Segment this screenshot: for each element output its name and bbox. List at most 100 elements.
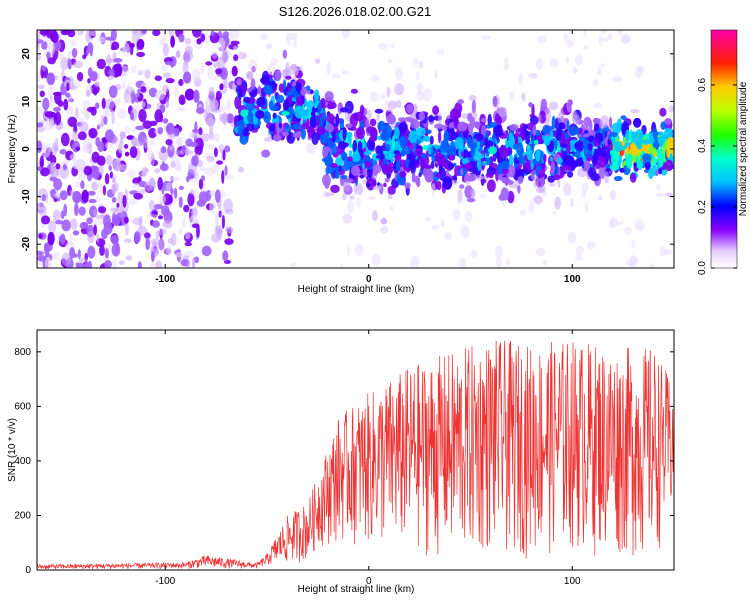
spectrogram-blob	[552, 210, 557, 216]
spectrogram-blob	[163, 219, 173, 229]
colorbar-tick-label: 0.4	[697, 139, 708, 153]
spectrogram-blob	[459, 184, 465, 189]
spectrogram-blob	[431, 145, 435, 158]
spectrogram-blob	[384, 188, 389, 194]
spectrogram-blob	[367, 195, 376, 200]
spectrogram-blob	[437, 112, 442, 126]
spectrogram-blob	[53, 192, 61, 199]
spectrogram-blob	[415, 71, 420, 81]
x-tick-label: 100	[564, 576, 581, 587]
spectrogram-blob	[629, 142, 637, 155]
spectrogram-blob	[399, 166, 404, 172]
spectrogram-blob	[424, 164, 432, 169]
spectrogram-blob	[575, 126, 580, 136]
spectrogram-blob	[423, 135, 431, 142]
spectrogram-blob	[104, 142, 114, 149]
spectrogram-blob	[311, 106, 316, 119]
spectrogram-blob	[62, 164, 68, 171]
spectrogram-blob	[664, 159, 674, 172]
spectrogram-blob	[263, 111, 272, 124]
spectrogram-blob	[74, 181, 81, 188]
spectrogram-blob	[204, 33, 210, 44]
spectrogram-blob	[365, 155, 371, 161]
spectrogram-blob	[610, 153, 619, 166]
spectrogram-blob	[461, 113, 469, 120]
spectrogram-blob	[58, 52, 65, 61]
spectrogram-blob	[435, 172, 442, 178]
spectrogram-blob	[87, 190, 96, 196]
spectrogram-marks	[37, 30, 674, 268]
spectrogram-blob	[387, 59, 393, 64]
spectrogram-blob	[310, 89, 314, 94]
spectrogram-blob	[165, 96, 170, 109]
spectrogram-blob	[633, 155, 637, 163]
spectrogram-blob	[88, 128, 98, 139]
colorbar-label: Normalized spectral amplitude	[738, 81, 749, 216]
spectrogram-blob	[60, 132, 70, 147]
spectrogram-blob	[248, 58, 258, 73]
spectrogram-blob	[375, 145, 382, 155]
spectrogram-blob	[497, 106, 508, 118]
spectrogram-blob	[250, 78, 256, 90]
spectrogram-blob	[50, 168, 60, 178]
spectrogram-blob	[523, 129, 528, 138]
spectrogram-blob	[648, 168, 654, 180]
spectrogram-blob	[549, 169, 555, 174]
spectrogram-blob	[48, 220, 57, 234]
spectrogram-blob	[133, 193, 144, 200]
spectrogram-blob	[357, 140, 363, 154]
spectrogram-blob	[581, 182, 589, 192]
spectrogram-blob	[127, 169, 136, 178]
spectrogram-blob	[41, 145, 51, 158]
spectrogram-blob	[528, 102, 533, 108]
spectrogram-blob	[492, 132, 496, 145]
spectrogram-blob	[57, 100, 64, 107]
spectrogram-blob	[387, 185, 396, 195]
spectrogram-blob	[467, 112, 473, 122]
spectrogram-blob	[324, 181, 330, 189]
spectrogram-blob	[137, 261, 142, 268]
spectrogram-blob	[111, 214, 121, 226]
spectrogram-blob	[271, 105, 279, 112]
spectrogram-blob	[175, 252, 184, 258]
spectrogram-blob	[96, 234, 100, 243]
spectrogram-blob	[210, 30, 215, 37]
spectrogram-blob	[37, 54, 42, 61]
spectrogram-blob	[77, 131, 87, 141]
spectrogram-blob	[589, 119, 593, 133]
spectrogram-blob	[130, 219, 139, 224]
spectrogram-blob	[144, 69, 151, 79]
spectrogram-blob	[281, 68, 288, 79]
spectrogram-blob	[263, 137, 273, 142]
spectrogram-blob	[659, 135, 663, 149]
spectrogram-blob	[456, 200, 462, 205]
spectrogram-blob	[152, 210, 158, 215]
spectrogram-blob	[84, 110, 91, 120]
x-tick-label: -100	[155, 576, 175, 587]
spectrogram-blob	[547, 175, 555, 183]
spectrogram-blob	[324, 192, 335, 197]
spectrogram-blob	[170, 35, 175, 48]
spectrogram-blob	[374, 108, 384, 114]
spectrogram-blob	[198, 178, 204, 190]
spectrogram-blob	[68, 232, 73, 245]
spectrogram-blob	[349, 195, 355, 200]
spectrogram-blob	[460, 151, 464, 157]
spectrogram-blob	[563, 32, 569, 42]
spectrogram-blob	[637, 152, 642, 161]
spectrogram-blob	[283, 79, 287, 91]
spectrogram-blob	[560, 143, 568, 149]
spectrogram-blob	[499, 147, 509, 159]
spectrogram-blob	[191, 132, 200, 139]
spectrogram-blob	[37, 106, 44, 118]
spectrogram-blob	[372, 210, 378, 222]
spectrogram-blob	[65, 92, 71, 98]
spectrogram-blob	[214, 189, 221, 203]
spectrogram-blob	[260, 77, 267, 84]
spectrogram-blob	[362, 167, 367, 178]
spectrogram-blob	[575, 253, 583, 262]
spectrogram-blob	[168, 30, 175, 38]
spectrogram-blob	[542, 124, 550, 135]
